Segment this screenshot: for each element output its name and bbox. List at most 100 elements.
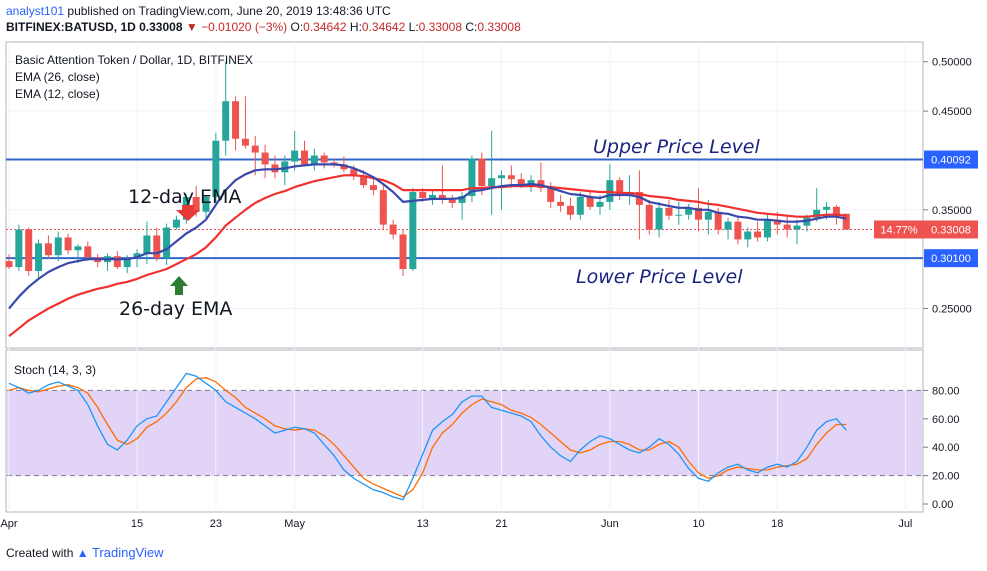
time-tick-label: May xyxy=(284,518,305,530)
time-tick-label: Jul xyxy=(898,518,912,530)
candle xyxy=(281,155,289,186)
candle xyxy=(320,152,328,169)
upper-price-level-label: Upper Price Level xyxy=(593,136,761,158)
candle-body xyxy=(133,253,141,259)
price-pane[interactable] xyxy=(5,41,924,349)
candle-body xyxy=(616,180,624,196)
candle-body xyxy=(448,199,456,203)
candle-body xyxy=(301,150,308,165)
stoch-tick-label: 0.00 xyxy=(932,499,953,511)
candle xyxy=(241,96,249,149)
time-tick-label: Apr xyxy=(0,518,17,530)
time-tick-label: Jun xyxy=(601,518,619,530)
candle-body xyxy=(842,213,850,230)
candle-body xyxy=(360,175,368,186)
candle xyxy=(232,96,240,151)
candle xyxy=(655,201,663,238)
candle-body xyxy=(793,225,801,230)
candle xyxy=(54,231,62,262)
candle xyxy=(576,192,584,220)
footer: Created with ▲ TradingView xyxy=(6,545,164,560)
candle-body xyxy=(488,178,496,187)
candle xyxy=(84,241,92,262)
candle-body xyxy=(823,206,831,210)
tradingview-logo-icon: ▲ xyxy=(76,546,89,560)
candle-body xyxy=(507,175,515,180)
candle xyxy=(5,254,13,270)
stoch-tick-label: 40.00 xyxy=(932,442,960,454)
candle xyxy=(64,233,72,255)
candle-body xyxy=(340,164,348,170)
ema26-annotation: 26-day EMA xyxy=(119,298,232,320)
ema12-legend: EMA (12, close) xyxy=(15,87,100,101)
candle-body xyxy=(44,243,52,256)
high-label: H: xyxy=(349,20,362,34)
candle xyxy=(143,221,151,265)
tradingview-link[interactable]: TradingView xyxy=(91,545,164,560)
ema-line xyxy=(8,174,847,338)
candle xyxy=(429,190,437,205)
candle-body xyxy=(527,180,535,186)
price-tick-label: 0.50000 xyxy=(932,57,972,69)
author-link[interactable]: analyst101 xyxy=(6,4,65,18)
time-tick-label: 21 xyxy=(495,518,507,530)
candle-body xyxy=(350,169,358,176)
candle-body xyxy=(635,192,643,205)
candle-body xyxy=(389,224,397,235)
candle xyxy=(616,177,624,200)
candle xyxy=(389,219,397,240)
candle-body xyxy=(369,185,377,191)
candle-body xyxy=(54,237,62,256)
candle-body xyxy=(409,192,417,270)
chart-title: Basic Attention Token / Dollar, 1D, BITF… xyxy=(15,53,253,67)
candle xyxy=(685,203,693,220)
candle-body xyxy=(557,201,565,206)
candle-body xyxy=(498,175,505,179)
last-price: 0.33008 xyxy=(139,20,183,34)
candle-body xyxy=(222,101,230,141)
candle xyxy=(172,215,180,230)
candle xyxy=(25,227,33,276)
candle xyxy=(291,130,299,171)
candle xyxy=(635,170,643,240)
up-arrow-icon xyxy=(170,276,188,295)
candle-body xyxy=(74,246,82,251)
down-arrow-icon xyxy=(176,205,200,221)
candle-body xyxy=(212,140,220,197)
candle-body xyxy=(429,195,437,198)
time-tick-label: 18 xyxy=(771,518,783,530)
candle-body xyxy=(281,161,289,173)
open-label: O: xyxy=(290,20,304,34)
last-price-tag-label: 0.33008 xyxy=(931,224,971,236)
candle-body xyxy=(261,152,269,165)
lower-level-tag xyxy=(924,249,978,268)
candle xyxy=(724,217,732,240)
candle-body xyxy=(153,235,161,259)
time-tick-label: 13 xyxy=(417,518,429,530)
candle xyxy=(35,239,43,279)
candle xyxy=(744,227,752,248)
candle-body xyxy=(675,214,683,216)
candle-body xyxy=(744,231,752,240)
candle xyxy=(675,201,683,225)
time-tick-label: 15 xyxy=(131,518,143,530)
created-with-text: Created with xyxy=(6,546,74,560)
candle xyxy=(222,61,230,156)
candle-body xyxy=(655,207,663,230)
last-pct-label: 14.77% xyxy=(880,224,918,236)
stoch-tick-label: 80.00 xyxy=(932,385,960,397)
high-value: 0.34642 xyxy=(361,20,406,34)
candle-body xyxy=(754,231,762,238)
candle-body xyxy=(399,234,407,270)
candle xyxy=(704,199,712,235)
published-text: published on TradingView.com, June 20, 2… xyxy=(67,4,391,18)
candle-body xyxy=(291,150,299,162)
candle-body xyxy=(143,235,151,254)
candle-body xyxy=(714,211,722,230)
candle xyxy=(251,135,259,176)
candle-body xyxy=(232,101,240,139)
candle xyxy=(566,197,574,220)
upper-level-tag xyxy=(924,150,978,169)
candle xyxy=(783,214,791,238)
